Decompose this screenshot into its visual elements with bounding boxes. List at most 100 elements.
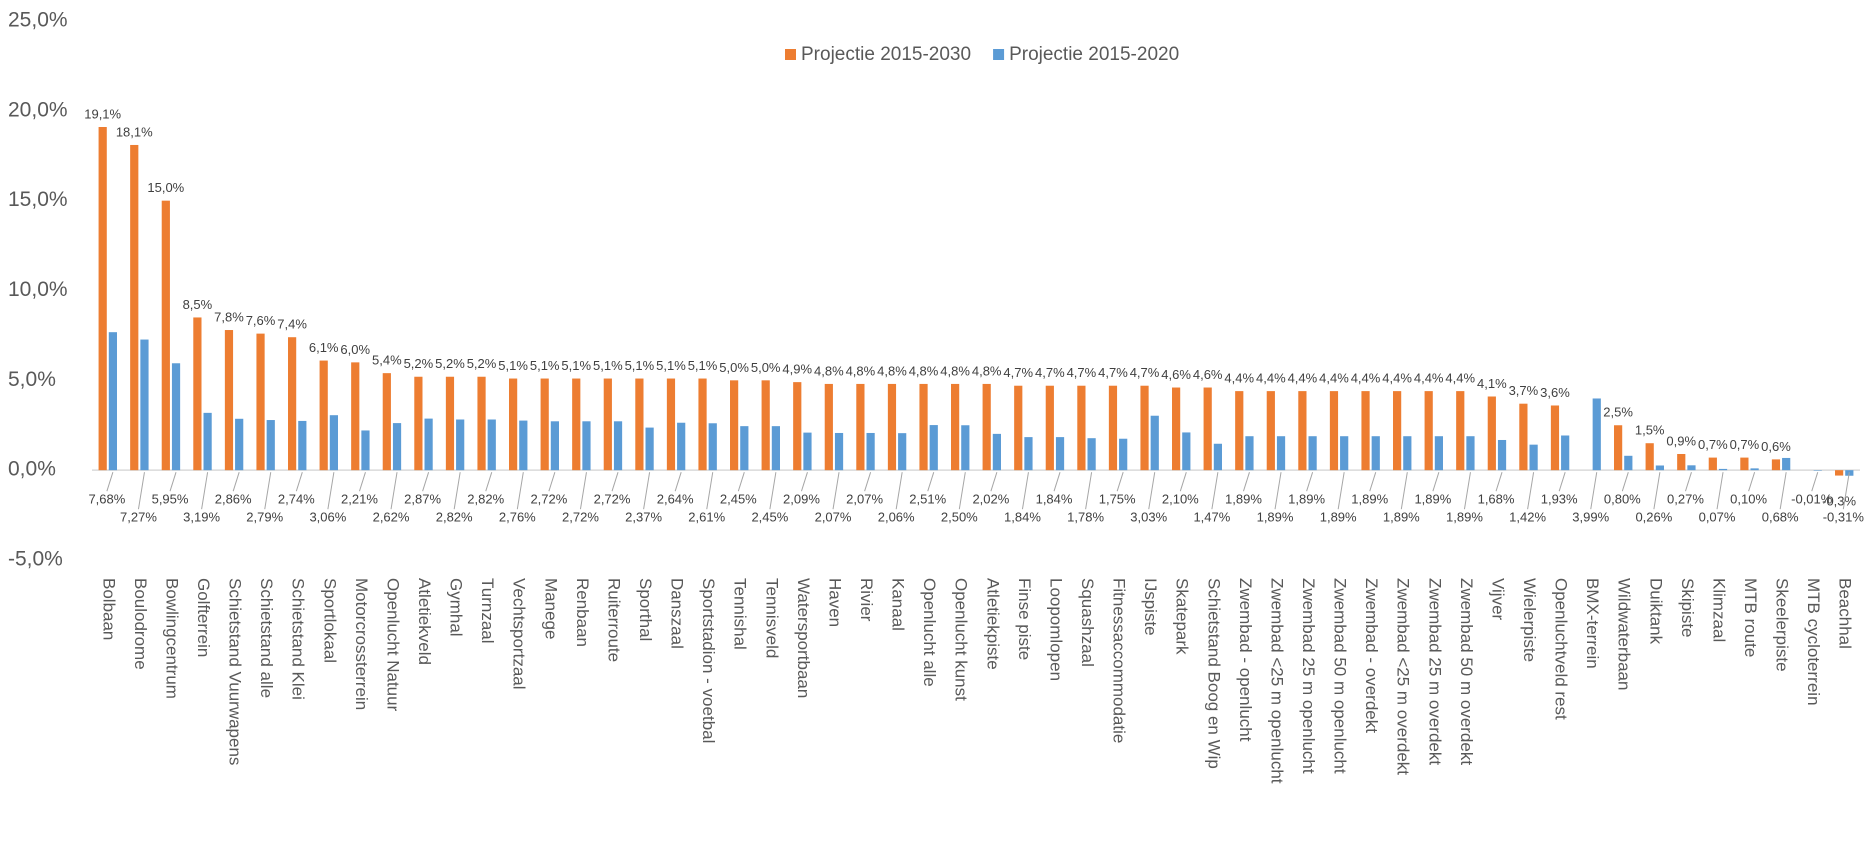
leader-line bbox=[1369, 472, 1377, 492]
x-tick-label: Sportstadion - voetbal bbox=[699, 578, 718, 743]
value-label: 2,09% bbox=[783, 492, 820, 507]
value-label: 2,37% bbox=[625, 510, 662, 525]
value-label: 1,89% bbox=[1383, 510, 1420, 525]
value-label: 4,4% bbox=[1319, 371, 1349, 386]
value-label: 2,02% bbox=[972, 492, 1009, 507]
x-tick-label: Openlucht kunst bbox=[952, 578, 971, 701]
value-label: 5,0% bbox=[719, 360, 749, 375]
leader-line bbox=[706, 472, 714, 510]
value-label: 1,89% bbox=[1320, 510, 1357, 525]
x-tick-label: Zwembad 50 m openlucht bbox=[1331, 578, 1350, 774]
leader-line bbox=[1463, 472, 1471, 510]
bar bbox=[203, 412, 212, 471]
x-tick-label: Openlucht alle bbox=[920, 578, 939, 687]
leader-line bbox=[1684, 472, 1692, 492]
bar bbox=[540, 378, 549, 471]
value-label: 2,86% bbox=[215, 492, 252, 507]
bar bbox=[1213, 443, 1222, 471]
bar bbox=[582, 421, 591, 471]
leader-line bbox=[1558, 472, 1566, 492]
leader-line bbox=[1179, 472, 1187, 492]
bar bbox=[603, 378, 612, 471]
bar bbox=[1497, 439, 1507, 471]
bar bbox=[1750, 468, 1759, 471]
leader-line bbox=[390, 472, 398, 510]
x-tick-label: Vechtsportzaal bbox=[510, 578, 529, 690]
x-tick-label: MTB cycloterrein bbox=[1804, 578, 1823, 706]
value-label: 3,19% bbox=[183, 510, 220, 525]
value-label: 1,93% bbox=[1541, 492, 1578, 507]
value-label: 3,06% bbox=[309, 510, 346, 525]
x-tick-label: Schietstand Boog en Wip bbox=[1204, 578, 1223, 769]
bar bbox=[414, 376, 423, 471]
value-label: 0,9% bbox=[1666, 433, 1696, 448]
x-tick-label: Rivier bbox=[857, 578, 876, 622]
leader-line bbox=[611, 472, 619, 492]
bar bbox=[982, 383, 991, 471]
value-label: 5,4% bbox=[372, 353, 402, 368]
bar bbox=[224, 330, 234, 471]
value-label: 4,6% bbox=[1193, 367, 1223, 382]
x-tick-label: Beachhal bbox=[1836, 578, 1855, 649]
bar bbox=[288, 337, 297, 471]
leader-line bbox=[453, 472, 461, 510]
leader-line bbox=[1495, 472, 1503, 492]
value-label: 8,5% bbox=[183, 297, 213, 312]
x-tick-label: Openlucht Natuur bbox=[383, 578, 402, 712]
bar bbox=[1677, 453, 1686, 471]
value-label: 4,7% bbox=[1130, 365, 1160, 380]
bar bbox=[298, 420, 307, 471]
bar bbox=[256, 333, 265, 471]
x-tick-label: Zwembad <25 m overdekt bbox=[1394, 578, 1413, 775]
bar bbox=[329, 415, 338, 471]
x-tick-label: BMX-terrein bbox=[1583, 578, 1602, 669]
bar bbox=[1624, 455, 1633, 471]
value-label: 18,1% bbox=[116, 124, 153, 139]
leader-line bbox=[264, 472, 272, 510]
leader-line bbox=[1811, 472, 1819, 492]
value-label: 5,2% bbox=[467, 356, 497, 371]
value-label: 5,1% bbox=[561, 358, 591, 373]
value-label: 1,84% bbox=[1004, 510, 1041, 525]
bar bbox=[108, 332, 117, 471]
bar bbox=[771, 426, 780, 471]
bar bbox=[793, 382, 802, 471]
leader-line bbox=[895, 472, 903, 510]
x-tick-label: Bowlingcentrum bbox=[162, 578, 181, 699]
value-label: 2,82% bbox=[436, 510, 473, 525]
leader-line bbox=[1779, 472, 1787, 510]
bar bbox=[1771, 459, 1781, 471]
value-label: 4,8% bbox=[814, 363, 844, 378]
bar bbox=[1529, 444, 1538, 471]
leader-line bbox=[1716, 472, 1724, 510]
bar bbox=[1182, 432, 1191, 471]
value-label: 4,4% bbox=[1445, 371, 1475, 386]
bar bbox=[824, 383, 833, 471]
bar bbox=[1108, 385, 1118, 471]
value-label: 1,84% bbox=[1036, 492, 1073, 507]
x-tick-label: Boulodrome bbox=[131, 578, 150, 670]
x-tick-label: MTB route bbox=[1741, 578, 1760, 657]
bar bbox=[266, 420, 275, 471]
bar bbox=[1245, 436, 1254, 471]
legend-swatch bbox=[785, 49, 796, 60]
x-tick-label: Renbaan bbox=[573, 578, 592, 647]
value-label: 4,4% bbox=[1414, 371, 1444, 386]
bar bbox=[834, 432, 844, 471]
value-label: 4,8% bbox=[909, 363, 939, 378]
leader-line bbox=[422, 472, 430, 492]
value-label: 2,62% bbox=[373, 510, 410, 525]
value-label: 1,75% bbox=[1099, 492, 1136, 507]
value-label: 4,8% bbox=[877, 363, 907, 378]
value-label: 2,64% bbox=[657, 492, 694, 507]
value-label: 3,99% bbox=[1572, 510, 1609, 525]
leader-line bbox=[643, 472, 651, 510]
leader-line bbox=[548, 472, 556, 492]
leader-line bbox=[1842, 472, 1850, 510]
bar bbox=[1466, 436, 1475, 471]
bar bbox=[161, 200, 170, 471]
value-label: 1,89% bbox=[1351, 492, 1388, 507]
bar bbox=[1235, 391, 1244, 471]
value-label: 2,51% bbox=[909, 492, 946, 507]
